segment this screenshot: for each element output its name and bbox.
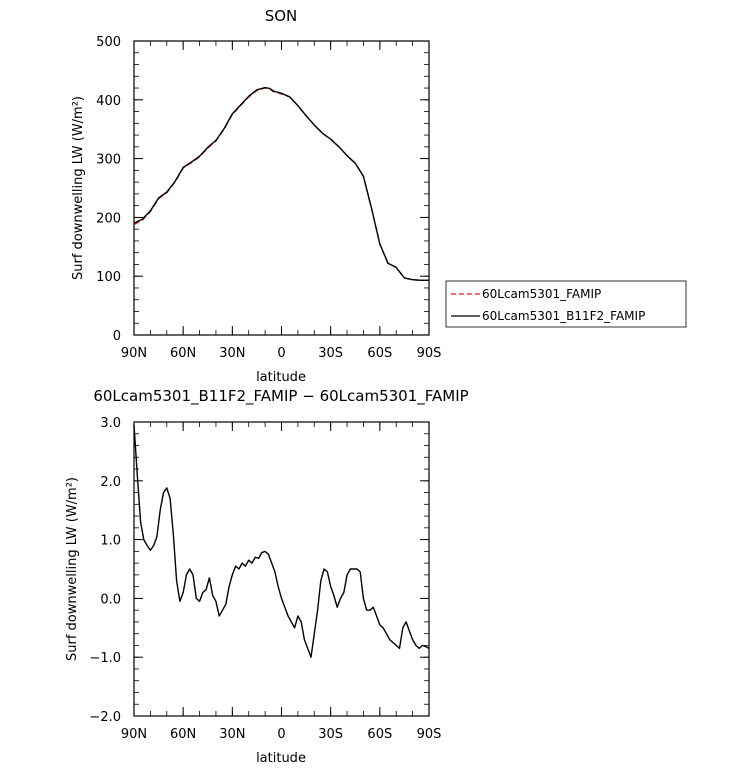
top-x-tick-label: 60S xyxy=(367,346,392,361)
top-panel-title: SON xyxy=(265,7,298,25)
top-x-tick-label: 60N xyxy=(170,346,196,361)
bottom-y-tick-label: 0.0 xyxy=(100,592,121,607)
top-x-tick-label: 30S xyxy=(318,346,343,361)
top-x-tick-label: 30N xyxy=(219,346,245,361)
bottom-y-axis-label: Surf downwelling LW (W/m²) xyxy=(65,477,80,661)
bottom-x-axis-label: latitude xyxy=(256,751,306,766)
bottom-panel-title: 60Lcam5301_B11F2_FAMIP − 60Lcam5301_FAMI… xyxy=(93,387,468,406)
bottom-y-tick-label: −2.0 xyxy=(89,710,121,725)
top-y-tick-label: 200 xyxy=(96,211,121,226)
bottom-series-line-0 xyxy=(133,424,430,658)
top-x-axis-label: latitude xyxy=(256,370,306,385)
top-ticks: 90N 60N 30N 0 30S 60S 90S 0 100 200 300 400 500 xyxy=(96,35,441,361)
top-y-tick-label: 400 xyxy=(96,94,121,109)
top-x-tick-label: 0 xyxy=(277,346,285,361)
top-series-line-0 xyxy=(133,87,429,281)
bottom-x-tick-label: 30N xyxy=(219,727,245,742)
bottom-panel: 60Lcam5301_B11F2_FAMIP − 60Lcam5301_FAMI… xyxy=(65,387,469,766)
top-y-tick-label: 0 xyxy=(113,329,121,344)
bottom-y-tick-label: −1.0 xyxy=(89,651,121,666)
bottom-x-tick-label: 30S xyxy=(318,727,343,742)
bottom-y-tick-label: 3.0 xyxy=(100,416,121,431)
bottom-plot-frame xyxy=(133,421,430,717)
bottom-ticks: 90N 60N 30N 0 30S 60S 90S −2.0 −1.0 0.0 1.0 2.0 3.0 xyxy=(89,416,441,742)
bottom-x-tick-label: 60N xyxy=(170,727,196,742)
bottom-series-lines xyxy=(133,424,430,658)
legend-label-famip: 60Lcam5301_FAMIP xyxy=(482,287,601,301)
top-y-axis-label: Surf downwelling LW (W/m²) xyxy=(71,96,86,280)
top-x-tick-label: 90N xyxy=(121,346,147,361)
top-series-line-1 xyxy=(133,86,429,281)
top-plot-frame xyxy=(133,40,430,336)
bottom-y-tick-label: 1.0 xyxy=(100,534,121,549)
bottom-x-tick-label: 60S xyxy=(367,727,392,742)
bottom-x-tick-label: 0 xyxy=(277,727,285,742)
legend-label-b11f2: 60Lcam5301_B11F2_FAMIP xyxy=(482,309,645,323)
top-x-tick-label: 90S xyxy=(417,346,442,361)
bottom-x-tick-label: 90N xyxy=(121,727,147,742)
bottom-x-tick-label: 90S xyxy=(417,727,442,742)
top-y-tick-label: 100 xyxy=(96,270,121,285)
bottom-y-tick-label: 2.0 xyxy=(100,475,121,490)
top-y-tick-label: 500 xyxy=(96,35,121,50)
top-series-lines xyxy=(133,86,429,281)
top-panel: SON 90N 60N 30N 0 30S 60S 90S0100200300400500 … xyxy=(71,7,687,385)
legend: 60Lcam5301_FAMIP 60Lcam5301_B11F2_FAMIP xyxy=(445,280,687,328)
legend-box xyxy=(445,280,687,328)
top-y-tick-label: 300 xyxy=(96,153,121,168)
